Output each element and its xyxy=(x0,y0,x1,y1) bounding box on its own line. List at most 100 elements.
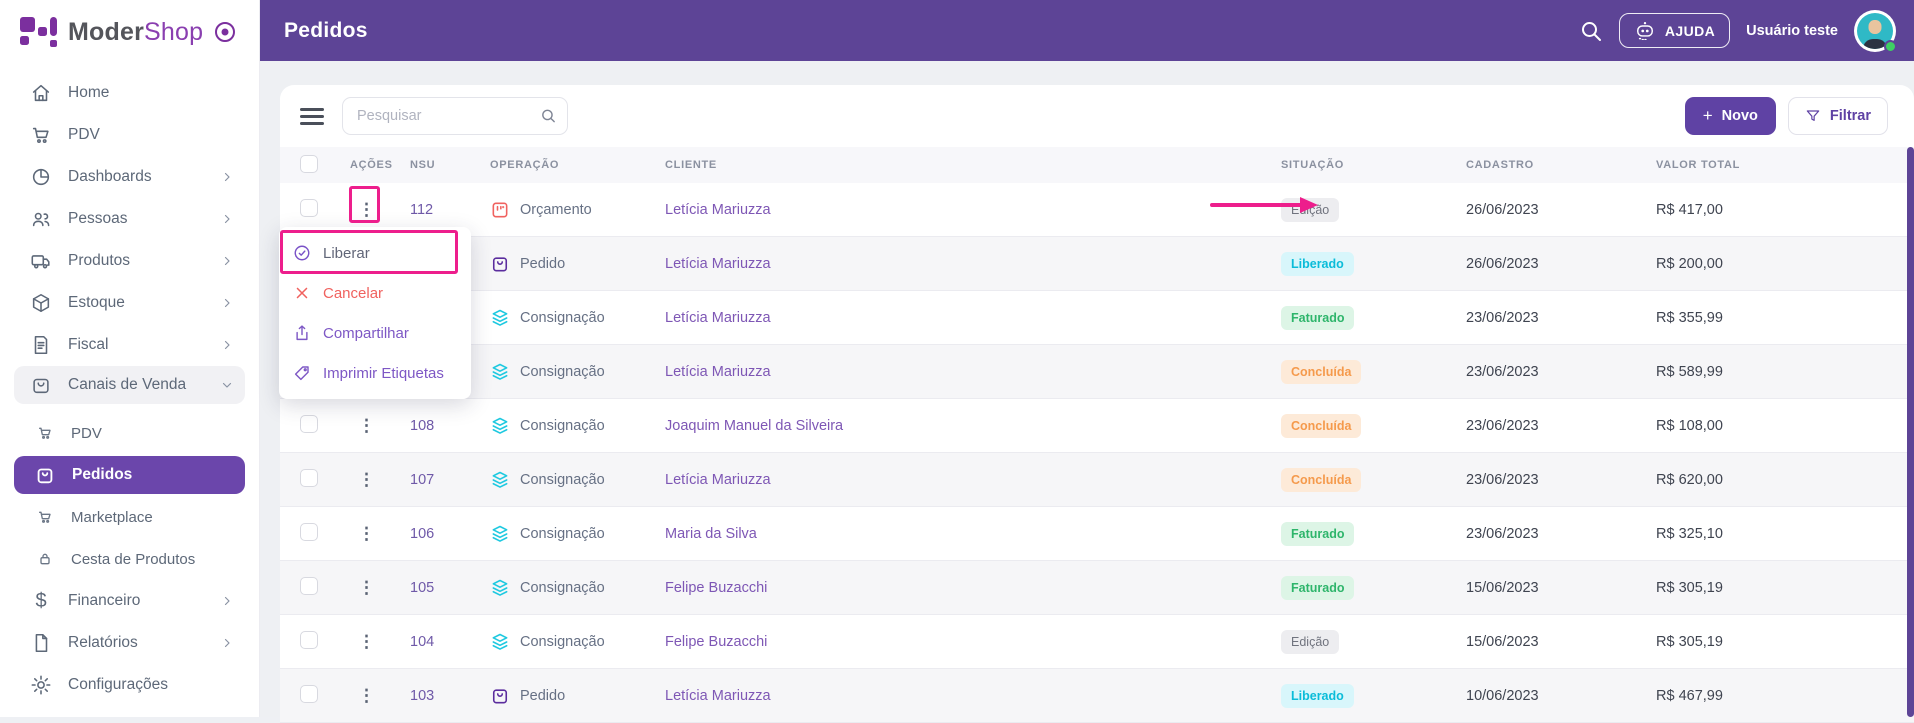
col-header-operacao[interactable]: OPERAÇÃO xyxy=(490,159,665,171)
basket-lock-icon xyxy=(37,551,53,567)
table-row: ⋮ 104 Consignação Felipe Buzacchi Edição… xyxy=(280,615,1914,669)
sidebar-item-pessoas[interactable]: Pessoas xyxy=(0,198,259,240)
context-menu-item-imprimir-etiquetas[interactable]: Imprimir Etiquetas xyxy=(279,353,471,393)
select-all-checkbox[interactable] xyxy=(300,155,318,173)
sidebar-item-estoque[interactable]: Estoque xyxy=(0,282,259,324)
row-checkbox[interactable] xyxy=(300,469,318,487)
col-header-cadastro[interactable]: CADASTRO xyxy=(1466,159,1656,171)
status-badge: Edição xyxy=(1281,198,1339,222)
total-cell: R$ 305,19 xyxy=(1656,580,1906,596)
cart-icon xyxy=(37,425,53,441)
user-avatar[interactable] xyxy=(1854,10,1896,52)
client-link[interactable]: Joaquim Manuel da Silveira xyxy=(665,418,1281,434)
sidebar-subitem-marketplace[interactable]: Marketplace xyxy=(0,496,259,538)
sidebar-item-produtos[interactable]: Produtos xyxy=(0,240,259,282)
client-link[interactable]: Letícia Mariuzza xyxy=(665,472,1281,488)
sidebar-item-home[interactable]: Home xyxy=(0,72,259,114)
col-header-nsu[interactable]: NSU xyxy=(410,159,490,171)
plus-icon: + xyxy=(1703,106,1713,126)
search-input[interactable] xyxy=(342,97,568,135)
nsu-link[interactable]: 105 xyxy=(410,580,490,596)
sidebar-item-fiscal[interactable]: Fiscal xyxy=(0,324,259,366)
client-link[interactable]: Letícia Mariuzza xyxy=(665,364,1281,380)
filter-button[interactable]: Filtrar xyxy=(1788,97,1888,135)
new-button[interactable]: +Novo xyxy=(1685,97,1776,135)
context-menu-label: Cancelar xyxy=(323,285,383,302)
brand-logo-icon xyxy=(20,16,58,48)
help-button[interactable]: AJUDA xyxy=(1619,13,1730,48)
client-link[interactable]: Felipe Buzacchi xyxy=(665,634,1281,650)
row-actions-kebab-icon[interactable]: ⋮ xyxy=(350,630,383,653)
row-checkbox[interactable] xyxy=(300,631,318,649)
row-actions-kebab-icon[interactable]: ⋮ xyxy=(350,684,383,707)
row-actions-kebab-icon[interactable]: ⋮ xyxy=(350,414,383,437)
chevron-right-icon xyxy=(221,255,233,267)
nsu-link[interactable]: 108 xyxy=(410,418,490,434)
chevron-right-icon xyxy=(221,213,233,225)
total-cell: R$ 417,00 xyxy=(1656,202,1906,218)
check-circle-icon xyxy=(293,244,311,262)
status-badge: Edição xyxy=(1281,630,1339,654)
client-link[interactable]: Letícia Mariuzza xyxy=(665,688,1281,704)
col-header-acoes[interactable]: AÇÕES xyxy=(350,159,410,171)
nsu-link[interactable]: 106 xyxy=(410,526,490,542)
client-link[interactable]: Letícia Mariuzza xyxy=(665,310,1281,326)
client-link[interactable]: Letícia Mariuzza xyxy=(665,256,1281,272)
vertical-scrollbar[interactable] xyxy=(1907,147,1914,717)
row-checkbox[interactable] xyxy=(300,199,318,217)
nsu-link[interactable]: 103 xyxy=(410,688,490,704)
sidebar-collapse-icon[interactable] xyxy=(215,22,235,42)
client-link[interactable]: Maria da Silva xyxy=(665,526,1281,542)
orders-card: +Novo Filtrar AÇÕES NSU OPERAÇÃO CLIENTE… xyxy=(280,85,1914,717)
sidebar-item-relatorios[interactable]: Relatórios xyxy=(0,622,259,664)
context-menu-item-compartilhar[interactable]: Compartilhar xyxy=(279,313,471,353)
row-actions-kebab-icon[interactable]: ⋮ xyxy=(350,522,383,545)
row-actions-kebab-icon[interactable]: ⋮ xyxy=(350,576,383,599)
sidebar-subitem-pedidos[interactable]: Pedidos xyxy=(14,456,245,494)
sidebar-item-canais-de-venda[interactable]: Canais de Venda xyxy=(14,366,245,404)
total-cell: R$ 305,19 xyxy=(1656,634,1906,650)
sidebar-item-configuracoes[interactable]: Configurações xyxy=(0,664,259,706)
row-context-menu: Liberar Cancelar Compartilhar Imprimir E… xyxy=(279,227,471,399)
row-actions-kebab-icon[interactable]: ⋮ xyxy=(350,198,383,221)
sidebar-subitem-cesta-de-produtos[interactable]: Cesta de Produtos xyxy=(0,538,259,580)
nsu-link[interactable]: 107 xyxy=(410,472,490,488)
consignacao-icon xyxy=(490,524,510,544)
orcamento-icon xyxy=(490,200,510,220)
truck-icon xyxy=(30,250,52,272)
sidebar-item-label: Pessoas xyxy=(68,210,127,228)
nsu-link[interactable]: 112 xyxy=(410,202,490,218)
row-checkbox[interactable] xyxy=(300,415,318,433)
col-header-situacao[interactable]: SITUAÇÃO xyxy=(1281,159,1466,171)
table-row: ⋮ Consignação Letícia Mariuzza Faturado … xyxy=(280,291,1914,345)
context-menu-item-liberar[interactable]: Liberar xyxy=(279,233,471,273)
sidebar-subitem-pdv[interactable]: PDV xyxy=(0,412,259,454)
col-header-valor-total[interactable]: VALOR TOTAL xyxy=(1656,159,1906,171)
operation-label: Orçamento xyxy=(520,202,592,218)
chevron-right-icon xyxy=(221,297,233,309)
table-row: ⋮ Pedido Letícia Mariuzza Liberado 26/06… xyxy=(280,237,1914,291)
status-badge: Faturado xyxy=(1281,576,1354,600)
search-icon[interactable] xyxy=(1579,19,1603,43)
consignacao-icon xyxy=(490,578,510,598)
sidebar-item-label: Fiscal xyxy=(68,336,108,354)
menu-hamburger-icon[interactable] xyxy=(300,108,324,125)
client-link[interactable]: Letícia Mariuzza xyxy=(665,202,1281,218)
sidebar-item-pdv[interactable]: PDV xyxy=(0,114,259,156)
client-link[interactable]: Felipe Buzacchi xyxy=(665,580,1281,596)
sidebar-item-financeiro[interactable]: $ Financeiro xyxy=(0,580,259,622)
sidebar-item-dashboards[interactable]: Dashboards xyxy=(0,156,259,198)
dollar-icon: $ xyxy=(30,590,52,613)
sidebar-item-label: Estoque xyxy=(68,294,125,312)
row-checkbox[interactable] xyxy=(300,577,318,595)
row-checkbox[interactable] xyxy=(300,685,318,703)
search-icon[interactable] xyxy=(540,108,557,125)
col-header-cliente[interactable]: CLIENTE xyxy=(665,159,1281,171)
sidebar-item-label: Canais de Venda xyxy=(68,376,186,394)
pedido-icon xyxy=(490,254,510,274)
nsu-link[interactable]: 104 xyxy=(410,634,490,650)
context-menu-item-cancelar[interactable]: Cancelar xyxy=(279,273,471,313)
row-checkbox[interactable] xyxy=(300,523,318,541)
help-button-label: AJUDA xyxy=(1665,23,1715,39)
row-actions-kebab-icon[interactable]: ⋮ xyxy=(350,468,383,491)
